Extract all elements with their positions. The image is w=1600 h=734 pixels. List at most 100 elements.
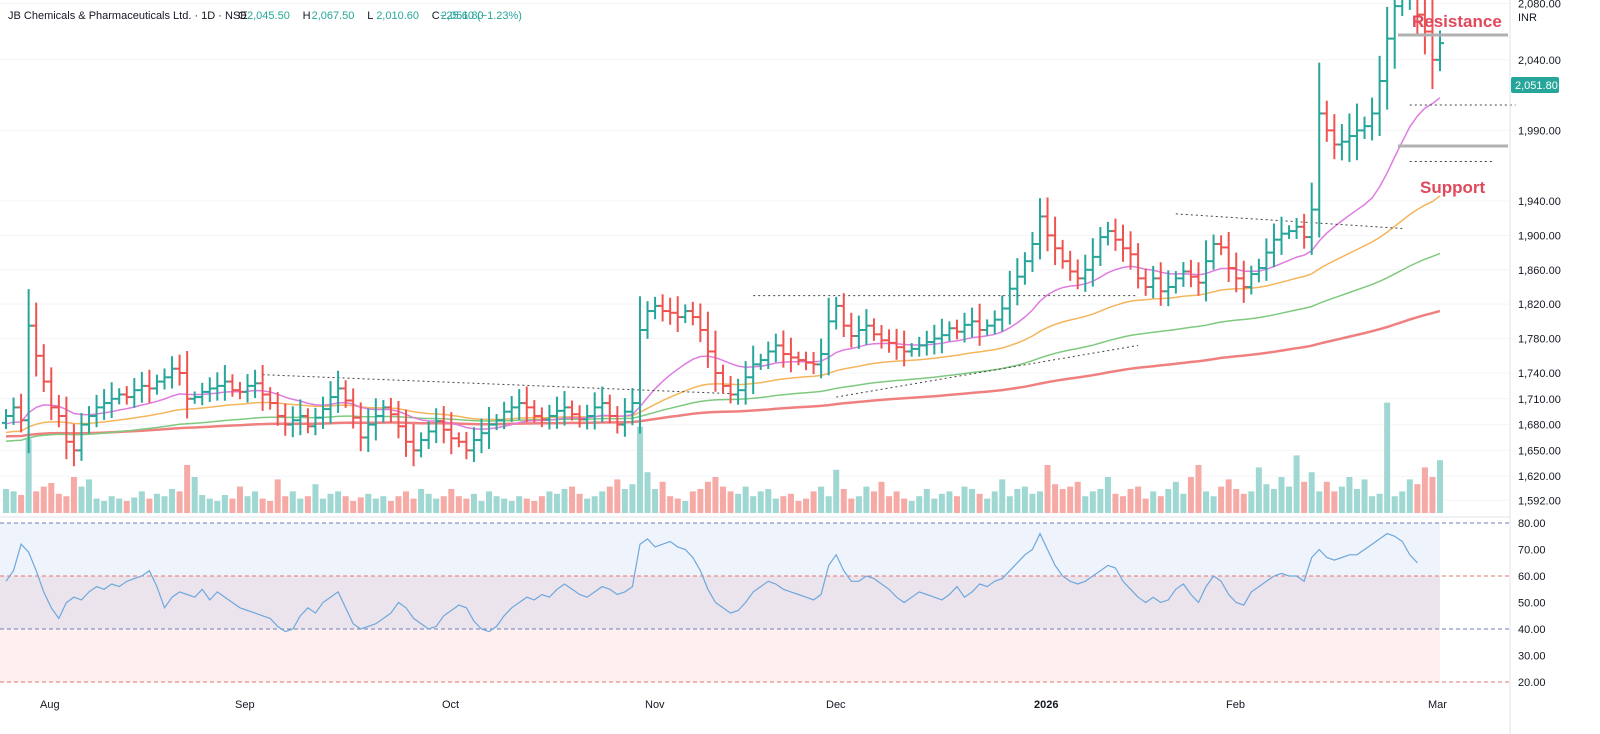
- volume-bar: [833, 469, 840, 513]
- volume-bar: [1187, 477, 1194, 513]
- ohlc-bar: [575, 405, 584, 428]
- ohlc-bar: [24, 289, 33, 454]
- price-tick-label: 1,680.00: [1518, 420, 1561, 432]
- volume-bar: [1255, 467, 1262, 513]
- volume-bar: [1361, 479, 1368, 513]
- ohlc-bar: [198, 382, 207, 406]
- ohlc-bar: [998, 295, 1007, 332]
- volume-bar: [1353, 489, 1360, 513]
- volume-bar: [244, 496, 251, 513]
- ohlc-bar: [515, 389, 524, 420]
- volume-bar: [576, 493, 583, 513]
- price-tick-label: 1,592.00: [1518, 495, 1561, 507]
- price-tick-label: 2,040.00: [1518, 55, 1561, 67]
- volume-bar: [1036, 491, 1043, 513]
- ohlc-bar: [628, 388, 637, 426]
- ohlc-bar: [688, 301, 697, 326]
- volume-bar: [1406, 479, 1413, 513]
- ema-mid-line: [5, 195, 1441, 434]
- ohlc-bar: [1134, 243, 1143, 289]
- ohlc-bar: [107, 382, 116, 418]
- volume-bar: [870, 491, 877, 513]
- price-tick-label: 1,740.00: [1518, 368, 1561, 380]
- volume-bar: [1089, 491, 1096, 513]
- ohlc-bar: [990, 310, 999, 335]
- volume-bar: [636, 426, 643, 513]
- currency-label[interactable]: INR: [1518, 12, 1537, 24]
- ohlc-bar: [175, 354, 184, 386]
- rsi-line: [5, 532, 1418, 633]
- ohlc-bar: [69, 424, 78, 467]
- volume-bar: [1172, 481, 1179, 513]
- ohlc-bar: [854, 315, 863, 349]
- ohlc-bar: [817, 338, 826, 379]
- ohlc-bar: [1292, 217, 1301, 240]
- ohlc-bar: [1408, 0, 1411, 10]
- ohlc-bar: [1254, 258, 1263, 283]
- price-tick-label: 1,820.00: [1518, 299, 1561, 311]
- ohlc-value: 2,045.50: [247, 10, 290, 22]
- volume-bar: [689, 491, 696, 513]
- volume-bar: [546, 491, 553, 513]
- volume-bar: [206, 498, 213, 513]
- volume-bar: [893, 491, 900, 513]
- ohlc-bar: [673, 296, 682, 332]
- ohlc-bar: [1416, 0, 1422, 37]
- ohlc-bar: [409, 424, 418, 467]
- volume-bar: [667, 496, 674, 513]
- ohlc-bar: [1202, 240, 1211, 302]
- ohlc-bar: [1428, 0, 1437, 90]
- volume-bar: [1437, 460, 1443, 513]
- change-value: −25.60 (−1.23%): [440, 10, 522, 22]
- volume-bar: [1248, 491, 1255, 513]
- ohlc-bar: [552, 396, 561, 429]
- ohlc-bar: [492, 414, 501, 431]
- ohlc-bar: [1217, 235, 1226, 256]
- ohlc-bar: [77, 412, 86, 461]
- volume-bar: [818, 486, 825, 513]
- ohlc-bar: [749, 345, 758, 395]
- ema-slow-line: [5, 252, 1441, 443]
- ohlc-bar: [85, 406, 94, 434]
- volume-bar: [1067, 486, 1074, 513]
- symbol-title: JB Chemicals & Pharmaceuticals Ltd. · 1D…: [8, 10, 248, 22]
- volume-bar: [1414, 484, 1421, 513]
- volume-bar: [146, 498, 153, 513]
- ohlc-bar: [711, 330, 720, 392]
- ohlc-value: 2,010.60: [376, 10, 419, 22]
- ohlc-bar: [862, 309, 871, 345]
- support-label: Support: [1420, 178, 1485, 197]
- ohlc-bar: [168, 356, 177, 389]
- ohlc-bar: [1307, 182, 1316, 255]
- volume-bar: [901, 498, 908, 513]
- volume-bar: [1233, 489, 1240, 513]
- ohlc-bar: [432, 408, 441, 444]
- volume-bar: [1399, 491, 1406, 513]
- volume-bar: [1203, 491, 1210, 513]
- volume-bar: [976, 493, 983, 513]
- volume-bar: [757, 491, 764, 513]
- ohlc-bar: [9, 397, 18, 425]
- volume-bar: [599, 491, 606, 513]
- ohlc-bar: [454, 432, 463, 448]
- time-tick-label: Nov: [645, 699, 665, 711]
- volume-bar: [70, 477, 77, 513]
- volume-bar: [795, 501, 802, 513]
- volume-bar: [1006, 496, 1013, 513]
- ohlc-bar: [469, 427, 478, 462]
- volume-bar: [455, 496, 462, 513]
- ohlc-bar: [643, 301, 652, 339]
- price-axis: 2,120.002,080.002,040.001,990.001,940.00…: [1518, 0, 1561, 507]
- volume-bar: [1384, 402, 1391, 513]
- ohlc-bar: [273, 392, 282, 426]
- volume-bar: [282, 496, 289, 513]
- volume-bar: [319, 498, 326, 513]
- volume-bar: [848, 498, 855, 513]
- ohlc-bar: [1141, 268, 1150, 296]
- price-tick-label: 1,860.00: [1518, 265, 1561, 277]
- ohlc-bar: [907, 343, 916, 357]
- volume-bar: [863, 486, 870, 513]
- volume-bar: [931, 498, 938, 513]
- volume-bars: [3, 402, 1443, 513]
